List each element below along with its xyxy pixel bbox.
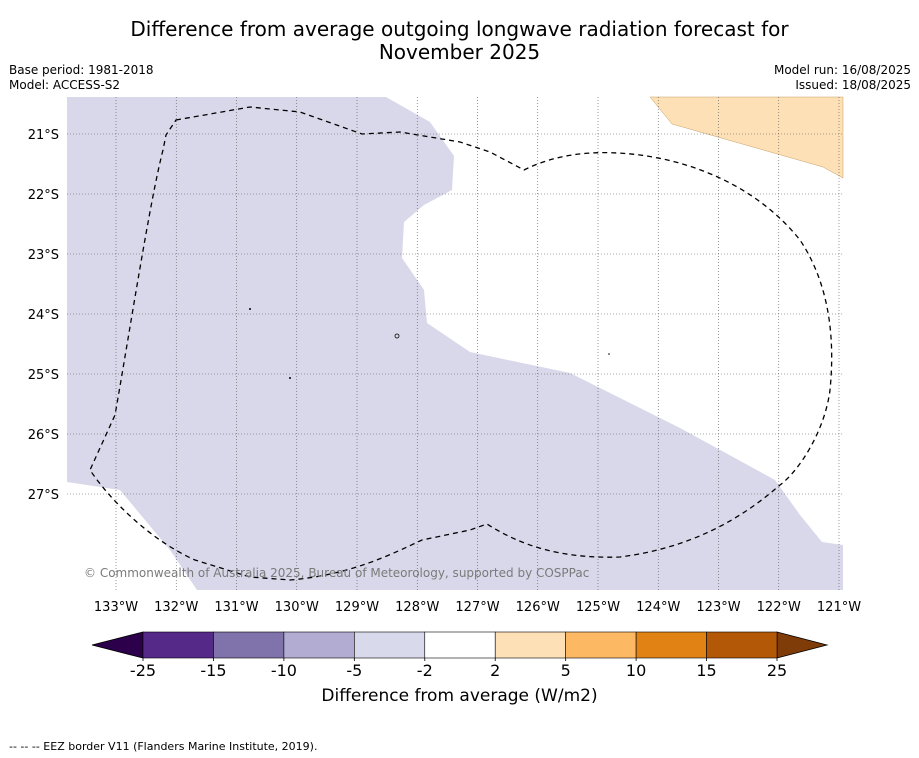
colorbar-tick-label: -25	[130, 661, 156, 680]
lat-tick-label: 24°S	[28, 308, 59, 323]
colorbar: -25 -15 -10 -5 -2 2 5 10 15 25	[91, 631, 829, 680]
colorbar-tick-label: -5	[346, 661, 362, 680]
lat-tick-label: 23°S	[28, 248, 59, 263]
colorbar-tick-label: 5	[561, 661, 571, 680]
meta-right: Model run: 16/08/2025 Issued: 18/08/2025	[774, 63, 911, 93]
lat-tick-label: 21°S	[28, 128, 59, 143]
footer-note: -- -- -- EEZ border V11 (Flanders Marine…	[9, 740, 318, 753]
island-marker	[249, 308, 251, 310]
lon-tick-label: 132°W	[154, 600, 198, 615]
base-period: Base period: 1981-2018	[9, 63, 154, 77]
island-marker	[289, 377, 291, 379]
lat-tick-label: 22°S	[28, 188, 59, 203]
negative-anomaly-region	[67, 97, 843, 590]
colorbar-tick-label: -2	[417, 661, 433, 680]
colorbar-tick-label: 15	[696, 661, 716, 680]
page-title: Difference from average outgoing longwav…	[0, 18, 919, 64]
island-marker	[394, 333, 400, 339]
lat-tick-label: 25°S	[28, 368, 59, 383]
lon-tick-label: 126°W	[516, 600, 560, 615]
colorbar-segment	[635, 631, 707, 659]
copyright-text: © Commonwealth of Australia 2025, Bureau…	[84, 566, 589, 580]
colorbar-segment	[283, 631, 355, 659]
colorbar-label: Difference from average (W/m2)	[321, 686, 598, 706]
longitude-tick-labels: 133°W 132°W 131°W 130°W 129°W 128°W 127°W 126°W…	[94, 600, 861, 615]
eez-border	[89, 106, 833, 581]
model-name: Model: ACCESS-S2	[9, 78, 121, 92]
meta-left: Base period: 1981-2018 Model: ACCESS-S2	[9, 63, 154, 93]
title-line-2: November 2025	[378, 40, 541, 64]
latitude-tick-labels: 21°S 22°S 23°S 24°S 25°S 26°S 27°S	[28, 128, 59, 503]
colorbar-segment	[213, 631, 285, 659]
colorbar-extend-high	[776, 631, 829, 659]
model-run: Model run: 16/08/2025	[773, 63, 911, 77]
lon-tick-label: 124°W	[636, 600, 680, 615]
island-marker	[608, 353, 610, 355]
lon-tick-label: 127°W	[455, 600, 499, 615]
issued-date: Issued: 18/08/2025	[795, 78, 911, 92]
colorbar-segment	[706, 631, 778, 659]
gridlines	[67, 97, 843, 590]
colorbar-segment	[494, 631, 566, 659]
colorbar-tick-label: -15	[200, 661, 226, 680]
colorbar-tick-label: 2	[490, 661, 500, 680]
lat-tick-label: 27°S	[28, 488, 59, 503]
lon-tick-label: 123°W	[696, 600, 740, 615]
lon-tick-label: 131°W	[214, 600, 258, 615]
colorbar-tick-label: 10	[626, 661, 646, 680]
colorbar-tick-label: 25	[767, 661, 787, 680]
lon-tick-label: 121°W	[817, 600, 861, 615]
lon-tick-label: 128°W	[395, 600, 439, 615]
colorbar-segment	[424, 631, 496, 659]
lon-tick-label: 130°W	[275, 600, 319, 615]
lon-tick-label: 129°W	[335, 600, 379, 615]
positive-anomaly-region	[649, 96, 844, 179]
lon-tick-label: 125°W	[576, 600, 620, 615]
lon-tick-label: 133°W	[94, 600, 138, 615]
lon-tick-label: 122°W	[757, 600, 801, 615]
colorbar-tick-label: -10	[271, 661, 297, 680]
title-line-1: Difference from average outgoing longwav…	[130, 17, 789, 41]
colorbar-segment	[565, 631, 637, 659]
colorbar-extend-low	[91, 631, 144, 659]
colorbar-segment	[354, 631, 426, 659]
lat-tick-label: 26°S	[28, 428, 59, 443]
colorbar-segment	[142, 631, 214, 659]
